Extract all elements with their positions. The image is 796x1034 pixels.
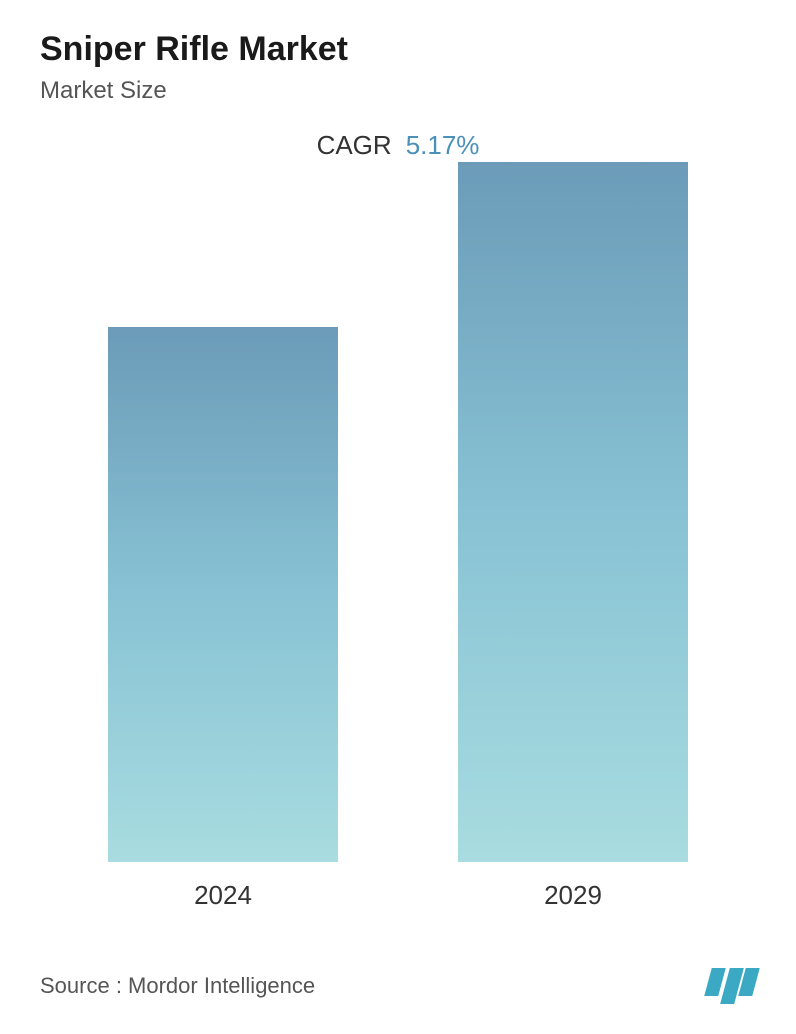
bar-chart: 2024 2029 [40,191,756,911]
year-label-2029: 2029 [544,880,602,911]
cagr-value: 5.17% [406,130,480,161]
bar-2029 [458,162,688,862]
mordor-logo-icon [708,968,756,1004]
bar-group-2024: 2024 [108,327,338,911]
page-title: Sniper Rifle Market [40,30,756,69]
cagr-label: CAGR [317,130,392,161]
footer: Source : Mordor Intelligence [40,968,756,1004]
page-subtitle: Market Size [40,77,756,105]
bar-2024 [108,327,338,862]
cagr-row: CAGR 5.17% [40,130,756,161]
source-label: Source : Mordor Intelligence [40,973,315,999]
chart-container: Sniper Rifle Market Market Size CAGR 5.1… [0,0,796,1034]
bar-group-2029: 2029 [458,162,688,911]
year-label-2024: 2024 [194,880,252,911]
